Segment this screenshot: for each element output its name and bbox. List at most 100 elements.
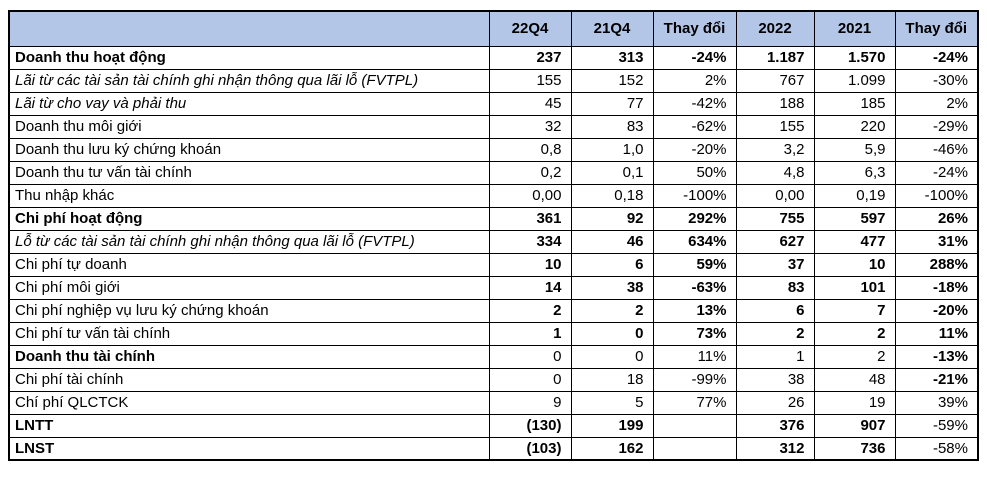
value-cell[interactable]: 26% [894,206,979,231]
value-cell[interactable]: 1 [735,344,815,369]
value-cell[interactable]: 59% [652,252,737,277]
value-cell[interactable]: 152 [570,68,654,93]
value-cell[interactable]: 477 [813,229,896,254]
value-cell[interactable]: -24% [894,45,979,70]
value-cell[interactable]: 6 [735,298,815,323]
value-cell[interactable]: 77% [652,390,737,415]
value-cell[interactable]: 83 [735,275,815,300]
value-cell[interactable]: -20% [652,137,737,162]
value-cell[interactable]: 13% [652,298,737,323]
value-cell[interactable]: 597 [813,206,896,231]
value-cell[interactable]: 1.187 [735,45,815,70]
value-cell[interactable]: 5,9 [813,137,896,162]
value-cell[interactable]: 45 [488,91,572,116]
value-cell[interactable]: 26 [735,390,815,415]
value-cell[interactable]: 4,8 [735,160,815,185]
value-cell[interactable]: 312 [735,436,815,461]
value-cell[interactable]: 2 [735,321,815,346]
column-header-change-quarter[interactable]: Thay đổi [652,10,737,47]
row-label-cell[interactable]: Thu nhập khác [8,183,490,208]
value-cell[interactable]: 0,18 [570,183,654,208]
value-cell[interactable]: 50% [652,160,737,185]
value-cell[interactable]: 2 [813,321,896,346]
value-cell[interactable]: 0,1 [570,160,654,185]
value-cell[interactable]: 38 [570,275,654,300]
value-cell[interactable]: 162 [570,436,654,461]
value-cell[interactable]: 292% [652,206,737,231]
row-label-cell[interactable]: Chi phí tư vấn tài chính [8,321,490,346]
value-cell[interactable]: 634% [652,229,737,254]
value-cell[interactable]: -99% [652,367,737,392]
value-cell[interactable]: -30% [894,68,979,93]
value-cell[interactable]: -24% [894,160,979,185]
value-cell[interactable]: 767 [735,68,815,93]
value-cell[interactable]: 1.099 [813,68,896,93]
value-cell[interactable]: 1,0 [570,137,654,162]
value-cell[interactable]: -13% [894,344,979,369]
value-cell[interactable]: 0 [488,344,572,369]
value-cell[interactable]: 3,2 [735,137,815,162]
row-label-cell[interactable]: Chi phí tự doanh [8,252,490,277]
value-cell[interactable]: -62% [652,114,737,139]
value-cell[interactable]: 6,3 [813,160,896,185]
value-cell[interactable]: -24% [652,45,737,70]
value-cell[interactable]: -59% [894,413,979,438]
value-cell[interactable]: 0 [488,367,572,392]
value-cell[interactable]: 376 [735,413,815,438]
value-cell[interactable]: 627 [735,229,815,254]
value-cell[interactable]: 37 [735,252,815,277]
row-label-cell[interactable]: Doanh thu tư vấn tài chính [8,160,490,185]
value-cell[interactable]: 0,8 [488,137,572,162]
value-cell[interactable]: 83 [570,114,654,139]
value-cell[interactable]: 10 [813,252,896,277]
column-header-2022[interactable]: 2022 [735,10,815,47]
value-cell[interactable]: -20% [894,298,979,323]
value-cell[interactable]: 288% [894,252,979,277]
value-cell[interactable]: 199 [570,413,654,438]
value-cell[interactable]: 7 [813,298,896,323]
value-cell[interactable]: 6 [570,252,654,277]
value-cell[interactable]: -18% [894,275,979,300]
column-header-label[interactable] [8,10,490,47]
value-cell[interactable]: 155 [488,68,572,93]
value-cell[interactable]: 220 [813,114,896,139]
value-cell[interactable]: 2 [813,344,896,369]
value-cell[interactable]: 0,00 [488,183,572,208]
value-cell[interactable]: 188 [735,91,815,116]
row-label-cell[interactable]: Lãi từ cho vay và phải thu [8,91,490,116]
value-cell[interactable]: 2% [894,91,979,116]
value-cell[interactable]: 46 [570,229,654,254]
value-cell[interactable]: 5 [570,390,654,415]
value-cell[interactable]: 313 [570,45,654,70]
value-cell[interactable]: 0,19 [813,183,896,208]
value-cell[interactable]: 155 [735,114,815,139]
column-header-2021[interactable]: 2021 [813,10,896,47]
value-cell[interactable]: 755 [735,206,815,231]
value-cell[interactable]: 361 [488,206,572,231]
value-cell[interactable]: 10 [488,252,572,277]
value-cell[interactable]: -63% [652,275,737,300]
value-cell[interactable]: -100% [894,183,979,208]
value-cell[interactable]: 907 [813,413,896,438]
value-cell[interactable]: 19 [813,390,896,415]
value-cell[interactable]: 185 [813,91,896,116]
value-cell[interactable]: 18 [570,367,654,392]
value-cell[interactable]: -46% [894,137,979,162]
column-header-change-year[interactable]: Thay đổi [894,10,979,47]
value-cell[interactable]: 11% [894,321,979,346]
value-cell[interactable]: (103) [488,436,572,461]
value-cell[interactable]: -29% [894,114,979,139]
value-cell[interactable]: (130) [488,413,572,438]
value-cell[interactable]: -42% [652,91,737,116]
value-cell[interactable]: -58% [894,436,979,461]
value-cell[interactable]: 2 [488,298,572,323]
value-cell[interactable]: 14 [488,275,572,300]
column-header-22q4[interactable]: 22Q4 [488,10,572,47]
value-cell[interactable]: 0 [570,321,654,346]
row-label-cell[interactable]: Lỗ từ các tài sản tài chính ghi nhận thô… [8,229,490,254]
row-label-cell[interactable]: LNST [8,436,490,461]
row-label-cell[interactable]: Doanh thu môi giới [8,114,490,139]
value-cell[interactable]: 77 [570,91,654,116]
value-cell[interactable]: 736 [813,436,896,461]
row-label-cell[interactable]: Chi phí môi giới [8,275,490,300]
